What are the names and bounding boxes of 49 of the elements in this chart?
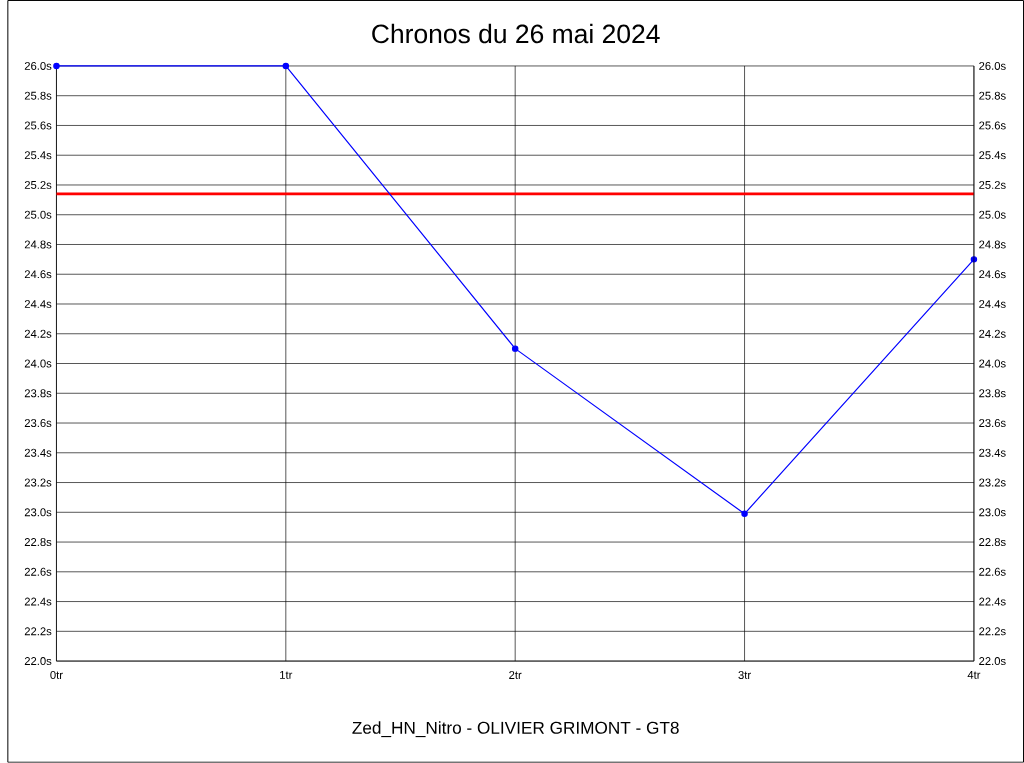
y-tick-label: 22.2s <box>24 627 52 636</box>
y-tick-label: 23.6s <box>24 419 52 428</box>
y-tick-label: 23.0s <box>24 508 52 517</box>
y2-tick-label: 23.2s <box>979 478 1006 487</box>
y2-tick-label: 25.6s <box>979 121 1006 130</box>
y-tick-label: 22.4s <box>24 597 52 606</box>
y2-tick-label: 24.2s <box>979 329 1006 338</box>
x-tick-label: 3tr <box>738 671 751 680</box>
x-tick-label: 4tr <box>967 671 981 679</box>
y-tick-label: 24.0s <box>24 359 52 368</box>
y-tick-label: 22.6s <box>24 567 52 576</box>
y-tick-label: 25.6s <box>24 121 52 130</box>
y2-tick-label: 23.0s <box>979 508 1006 517</box>
y2-tick-label: 25.4s <box>979 151 1006 160</box>
y2-tick-label: 24.6s <box>979 270 1006 279</box>
y2-tick-label: 22.4s <box>979 597 1006 606</box>
chart-title: Chronos du 26 mai 2024 <box>372 23 660 44</box>
y-tick-label: 23.2s <box>24 478 52 487</box>
y2-tick-label: 26.0s <box>979 62 1006 71</box>
x-tick-label: 1tr <box>280 671 293 679</box>
y2-tick-label: 24.8s <box>979 240 1006 249</box>
y2-tick-label: 23.6s <box>979 419 1006 428</box>
y-tick-label: 26.0s <box>24 62 52 71</box>
y2-tick-label: 22.0s <box>979 657 1006 666</box>
y-tick-label: 25.2s <box>24 181 52 190</box>
y-tick-label: 24.4s <box>24 300 52 309</box>
y2-tick-label: 25.0s <box>979 210 1006 219</box>
y2-tick-label: 24.4s <box>979 300 1006 309</box>
y2-tick-label: 22.2s <box>979 627 1006 636</box>
y-tick-label: 22.8s <box>24 538 52 547</box>
y-tick-label: 23.8s <box>24 389 52 398</box>
y2-tick-label: 24.0s <box>979 359 1006 368</box>
x-tick-label: 2tr <box>509 671 522 680</box>
y2-tick-label: 23.8s <box>979 389 1006 398</box>
y-tick-label: 25.0s <box>24 210 52 219</box>
y-tick-label: 24.6s <box>24 270 52 279</box>
y2-tick-label: 23.4s <box>979 448 1006 457</box>
x-axis-title: Zed_HN_Nitro - OLIVIER GRIMONT - GT8 <box>352 721 679 738</box>
y-tick-label: 25.4s <box>24 151 52 160</box>
y-tick-label: 25.8s <box>24 91 52 100</box>
y2-tick-label: 22.8s <box>979 538 1006 547</box>
y-tick-label: 23.4s <box>24 448 52 457</box>
y-tick-label: 22.0s <box>24 657 52 666</box>
y-tick-label: 24.8s <box>24 240 52 249</box>
y2-tick-label: 25.2s <box>979 181 1006 190</box>
x-tick-label: 0tr <box>50 671 63 680</box>
y2-tick-label: 22.6s <box>979 567 1006 576</box>
y2-tick-label: 25.8s <box>979 91 1006 100</box>
y-tick-label: 24.2s <box>24 329 52 338</box>
